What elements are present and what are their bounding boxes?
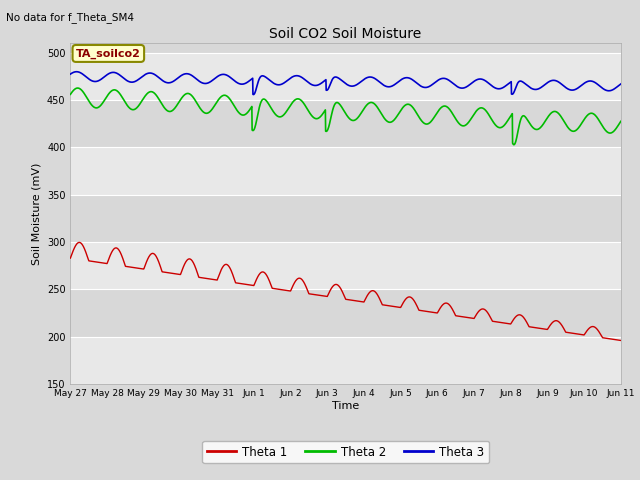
- X-axis label: Time: Time: [332, 401, 359, 410]
- Bar: [70, 289, 621, 336]
- Text: TA_soilco2: TA_soilco2: [76, 48, 141, 59]
- Bar: [70, 100, 621, 147]
- Bar: [70, 147, 621, 195]
- Text: No data for f_Theta_SM4: No data for f_Theta_SM4: [6, 12, 134, 23]
- Bar: [70, 336, 621, 384]
- Bar: [70, 53, 621, 100]
- Title: Soil CO2 Soil Moisture: Soil CO2 Soil Moisture: [269, 27, 422, 41]
- Bar: [70, 195, 621, 242]
- Bar: [70, 43, 621, 53]
- Y-axis label: Soil Moisture (mV): Soil Moisture (mV): [31, 162, 42, 265]
- Bar: [70, 242, 621, 289]
- Legend: Theta 1, Theta 2, Theta 3: Theta 1, Theta 2, Theta 3: [202, 441, 489, 464]
